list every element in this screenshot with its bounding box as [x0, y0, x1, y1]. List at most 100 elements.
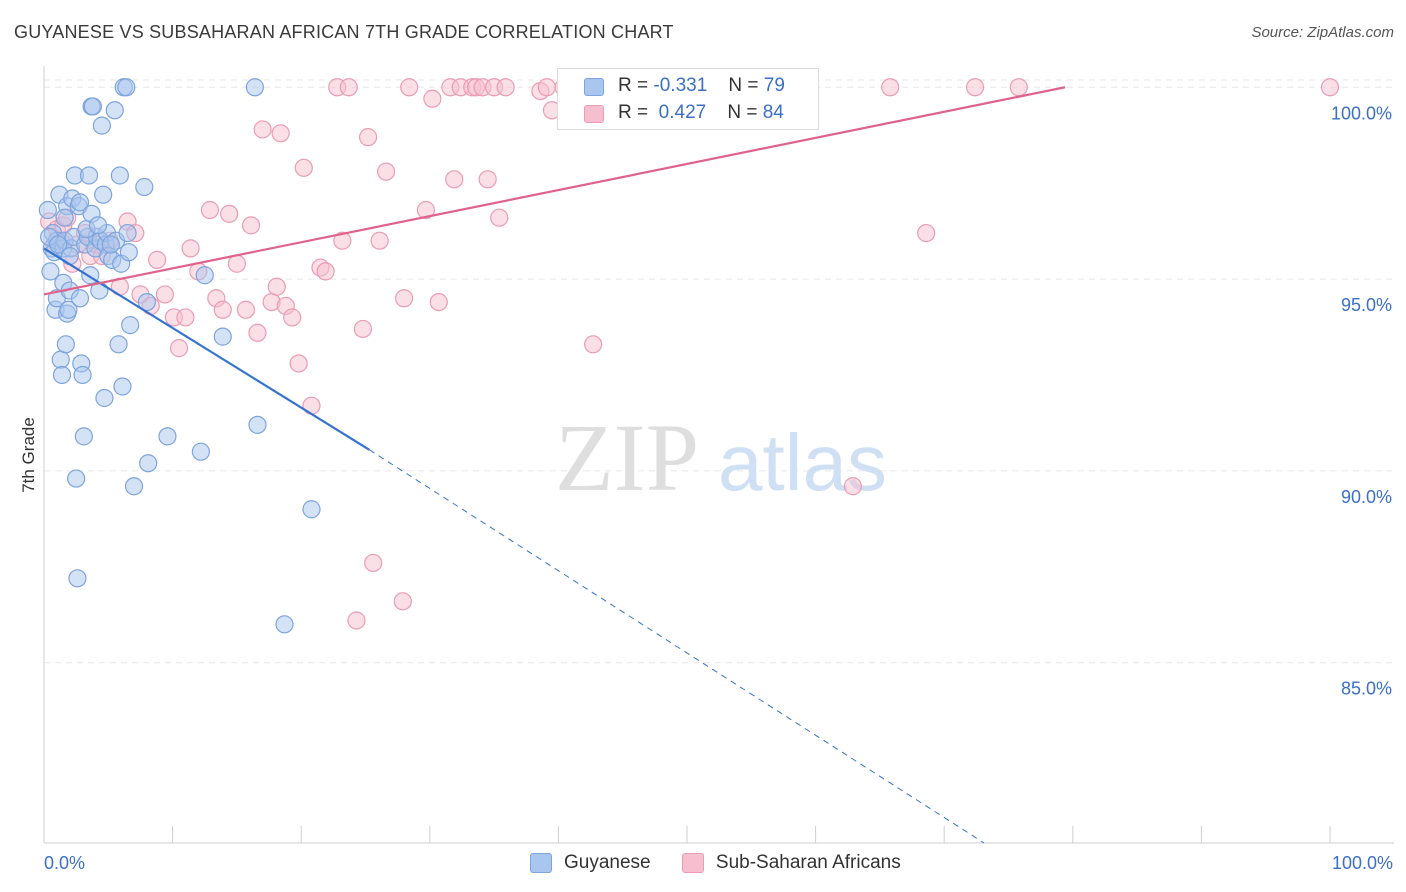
guyanese-n-label: N =: [728, 75, 759, 96]
watermark-atlas: atlas: [718, 418, 887, 507]
subsaharan-r-label: R =: [618, 102, 649, 123]
subsaharan-point: [965, 78, 985, 97]
legend-item-guyanese[interactable]: Guyanese: [530, 852, 651, 874]
subsaharan-point: [289, 354, 308, 373]
guyanese-point: [70, 289, 90, 308]
subsaharan-point: [227, 254, 246, 273]
guyanese-point: [101, 235, 120, 254]
guyanese-point: [83, 97, 102, 116]
subsaharan-point: [1009, 78, 1028, 97]
legend-guyanese-label: Guyanese: [564, 852, 651, 873]
guyanese-point: [52, 365, 72, 385]
guyanese-point: [49, 235, 68, 254]
subsaharan-point: [881, 78, 900, 97]
watermark: ZIP atlas: [555, 404, 887, 511]
guyanese-trend-line: [43, 247, 370, 451]
guyanese-point: [41, 262, 60, 281]
subsaharan-point: [169, 339, 189, 358]
subsaharan-point: [478, 170, 497, 189]
subsaharan-point: [843, 477, 862, 496]
subsaharan-trend-line: [43, 86, 1066, 296]
legend: Guyanese Sub-Saharan Africans: [530, 852, 927, 874]
y-tick-label: 100.0%: [1331, 103, 1392, 123]
subsaharan-point: [400, 78, 419, 97]
guyanese-point: [113, 377, 132, 396]
guyanese-point: [121, 316, 140, 335]
guyanese-point: [124, 477, 144, 496]
subsaharan-point: [333, 231, 352, 250]
guyanese-point: [248, 415, 267, 434]
subsaharan-point: [537, 78, 556, 97]
subsaharan-point: [394, 289, 414, 308]
subsaharan-point: [347, 611, 366, 630]
guyanese-point: [118, 223, 137, 243]
guyanese-trend-extension: [369, 449, 985, 844]
x-tick-label: 100.0%: [1332, 853, 1393, 873]
legend-guyanese-swatch: [530, 853, 552, 873]
subsaharan-point: [155, 285, 174, 304]
watermark-zip: ZIP: [555, 404, 699, 511]
subsaharan-point: [220, 204, 239, 223]
guyanese-point: [105, 101, 124, 120]
subsaharan-point: [364, 553, 383, 573]
guyanese-r-label: R =: [618, 75, 649, 96]
legend-item-subsaharan[interactable]: Sub-Saharan Africans: [681, 852, 901, 874]
subsaharan-point: [496, 78, 515, 97]
guyanese-point: [67, 469, 86, 488]
subsaharan-point: [353, 319, 373, 339]
x-tick-label: 0.0%: [44, 853, 85, 873]
guyanese-point: [92, 116, 111, 135]
y-axis-label: 7th Grade: [19, 417, 38, 493]
subsaharan-point: [236, 300, 256, 319]
trend-lines: [43, 86, 1066, 844]
legend-subsaharan-swatch: [681, 853, 704, 873]
subsaharan-point: [213, 300, 232, 319]
subsaharan-point: [253, 120, 272, 139]
subsaharan-point: [917, 223, 936, 243]
guyanese-point: [119, 243, 138, 262]
guyanese-points: [38, 78, 321, 634]
guyanese-point: [135, 177, 154, 197]
guyanese-point: [213, 327, 232, 346]
subsaharan-point: [316, 262, 335, 281]
grid-lines: [44, 79, 1394, 664]
subsaharan-point: [490, 208, 509, 227]
guyanese-point: [55, 208, 74, 227]
subsaharan-point: [302, 396, 321, 415]
y-tick-label: 90.0%: [1341, 487, 1392, 507]
subsaharan-point: [393, 592, 412, 611]
guyanese-point: [51, 350, 70, 369]
tick-labels: 85.0% 90.0% 95.0% 100.0% 0.0% 100.0%: [44, 103, 1393, 873]
guyanese-n-value: 79: [763, 75, 785, 96]
guyanese-swatch: [584, 78, 604, 96]
stats-box: R = -0.331 N = 79 R = 0.427 N = 84: [557, 68, 819, 130]
guyanese-point: [88, 216, 108, 235]
subsaharan-point: [358, 128, 378, 147]
subsaharan-point: [200, 200, 219, 220]
guyanese-point: [245, 78, 265, 97]
guyanese-point: [95, 388, 114, 408]
subsaharan-point: [370, 231, 389, 250]
subsaharan-point: [376, 162, 396, 181]
subsaharan-point: [241, 216, 261, 235]
legend-subsaharan-label: Sub-Saharan Africans: [715, 852, 901, 873]
guyanese-point: [195, 266, 214, 285]
subsaharan-point: [181, 239, 200, 258]
subsaharan-point: [271, 124, 290, 143]
chart-title: GUYANESE VS SUBSAHARAN AFRICAN 7TH GRADE…: [14, 22, 674, 42]
subsaharan-point: [416, 200, 436, 220]
guyanese-point: [302, 500, 321, 519]
subsaharan-n-value: 84: [762, 102, 784, 123]
guyanese-r-value: -0.331: [653, 75, 708, 96]
subsaharan-r-value: 0.427: [658, 102, 707, 123]
guyanese-point: [73, 365, 92, 385]
source-label: Source: ZipAtlas.com: [1251, 24, 1394, 41]
subsaharan-swatch: [584, 105, 604, 123]
subsaharan-points: [40, 78, 1340, 630]
guyanese-point: [110, 166, 129, 185]
subsaharan-point: [423, 89, 442, 108]
subsaharan-n-label: N =: [727, 102, 758, 123]
subsaharan-point: [283, 308, 302, 327]
subsaharan-point: [339, 78, 358, 97]
